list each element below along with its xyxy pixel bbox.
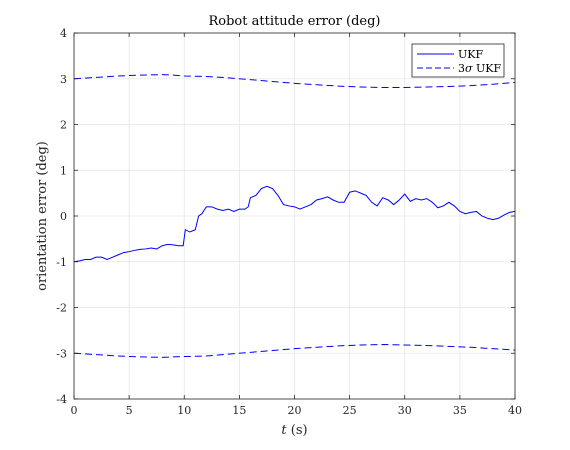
x-axis-label-variable: t [281,423,287,438]
x-tick-label: 15 [232,404,246,417]
y-tick-label: -2 [56,302,67,315]
y-tick-label: 1 [60,164,67,177]
x-tick-label: 30 [398,404,412,417]
chart-title: Robot attitude error (deg) [209,14,381,29]
x-tick-label: 35 [453,404,467,417]
ticks: 0 5 10 15 20 25 30 35 40 -4 -3 -2 -1 0 1 2 3 4 [56,27,522,417]
legend-label-3sigma-suffix: UKF [473,62,502,75]
series-layer [73,74,516,358]
series-line-3sigma-lower [73,344,516,358]
series-line-ukf [73,185,516,263]
x-tick-label: 25 [343,404,357,417]
y-tick-label: 3 [60,73,67,86]
y-tick-label: -1 [56,256,67,269]
series-line-3sigma-upper [73,74,516,88]
x-tick-label: 40 [508,404,522,417]
x-axis-label-unit: (s) [287,423,308,438]
x-tick-label: 0 [71,404,78,417]
legend-box [411,43,505,78]
y-tick-label: -4 [56,393,67,406]
legend: UKF 3σ UKF [411,43,505,78]
legend-label-3sigma: 3σ UKF [458,62,502,75]
x-tick-label: 10 [177,404,191,417]
x-tick-label: 20 [288,404,302,417]
x-axis-label: t (s) [281,423,307,438]
legend-label-3sigma-prefix: 3 [458,62,465,75]
legend-label-3sigma-sigma: σ [465,62,473,75]
y-tick-label: 0 [60,210,67,223]
x-tick-label: 5 [126,404,133,417]
legend-label-ukf: UKF [458,48,483,61]
y-tick-label: -3 [56,347,67,360]
y-axis-label: orientation error (deg) [35,141,50,291]
y-tick-label: 4 [60,27,67,40]
y-tick-label: 2 [60,119,67,132]
